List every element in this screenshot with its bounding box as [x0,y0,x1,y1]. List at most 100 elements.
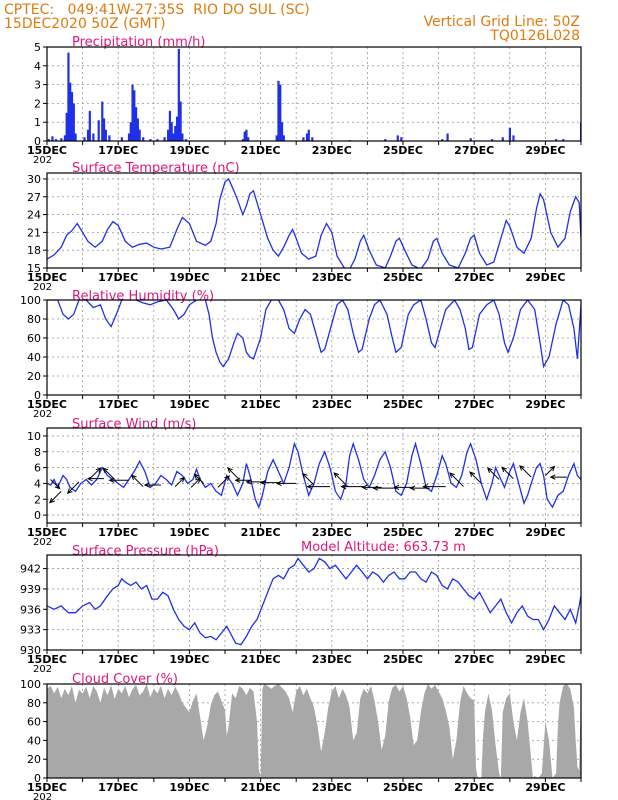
grid [47,173,581,268]
precip-bar [127,133,131,141]
wind-arrowhead [95,467,102,473]
precip-bar [54,139,58,141]
precip-bar [307,129,310,141]
model-altitude: Model Altitude: 663.73 m [301,540,466,555]
wind-vector [49,490,62,503]
precip-bar [149,139,152,141]
x-tick-label: 25DEC [383,781,423,794]
y-tick-label: 100 [20,678,41,691]
wind-arrowhead [193,473,200,480]
x-tick-label: 23DEC [312,271,352,284]
wind-arrowhead [227,467,233,474]
x-tick-label: 19DEC [169,271,209,284]
x-tick-label: 19DEC [169,781,209,794]
precip-bar [277,80,280,141]
x-tick-label: 21DEC [241,144,281,157]
x-tick-label: 17DEC [98,144,138,157]
y-tick-label: 0 [34,772,41,785]
wind-arrowhead [86,476,93,482]
x-tick-label: 27DEC [454,653,494,666]
precip-bar [170,122,173,141]
year-label: 202 [33,664,52,675]
wind-arrowhead [306,483,313,490]
precip-bar [104,129,107,141]
x-tick-label: 29DEC [525,144,565,157]
series [47,441,581,510]
y-tick-label: 942 [20,563,41,576]
cloud-area [47,684,581,778]
wind-vector [501,467,514,480]
wind-arrowhead [409,485,416,491]
panel-frame [46,683,582,779]
wind-vector [194,474,204,484]
header-model-id: TQ0126L028 [489,28,580,44]
header-vertical-grid: Vertical Grid Line: 50Z [424,14,580,30]
wind-vector [91,467,101,478]
precip-bar [135,107,138,141]
year-label: 202 [33,409,52,420]
y-tick-label: 4 [34,477,41,490]
series [47,300,581,369]
panel-4: Surface Pressure (hPa) 930 933 936 939 942 15D… [20,544,582,675]
y-tick-label: 0 [34,135,41,148]
precip-bar [441,139,444,141]
precip-bar [243,131,246,141]
y-tick-label: 933 [20,624,41,637]
precip-bar [129,122,132,141]
precip-bar [247,137,250,141]
wind-arrowhead [275,480,282,487]
precip-bar [384,139,387,141]
x-tick-label: 23DEC [312,398,352,411]
x-tick-label: 27DEC [454,398,494,411]
y-tick-label: 60 [27,716,41,729]
precip-bar [69,82,72,141]
x-tick-label: 25DEC [383,144,423,157]
precip-bar [305,133,309,141]
wind-arrowhead [234,477,241,483]
x-tick-label: 19DEC [169,653,209,666]
precip-bar [131,84,134,141]
x-tick-label: 21DEC [241,526,281,539]
precip-bar [65,112,68,141]
precip-bar [181,133,184,141]
x-tick-label: 17DEC [98,653,138,666]
wind-arrowhead [143,482,150,488]
precip-bar [70,92,74,141]
y-tick-label: 0 [34,509,41,522]
series-line [47,441,581,510]
y-tick-label: 21 [27,226,41,239]
wind-vector [469,471,482,484]
precip-bar [168,110,172,141]
precip-bar [72,103,75,141]
x-tick-label: 21DEC [241,653,281,666]
precip-bar [83,137,86,141]
panel-title: Precipitation (mm/h) [72,35,205,50]
y-tick-label: 27 [27,191,41,204]
y-tick-label: 80 [27,697,41,710]
wind-arrows [49,464,567,504]
y-tick-label: 1 [34,116,41,129]
x-tick-label: 25DEC [383,653,423,666]
wind-vector [50,479,60,489]
panel-frame [46,554,582,651]
y-tick-label: 18 [27,244,41,257]
precip-bar [51,136,54,141]
year-label: 202 [33,282,52,293]
y-tick-label: 2 [34,97,41,110]
x-tick-label: 23DEC [312,144,352,157]
wind-vector [190,477,201,488]
precip-bar [120,137,123,141]
x-tick-label: 17DEC [98,398,138,411]
x-tick-label: 21DEC [241,398,281,411]
panel-title: Surface Temperature (nC) [72,161,240,176]
wind-arrowhead [259,479,266,486]
precip-bar [555,139,558,141]
x-tick-label: 23DEC [312,526,352,539]
wind-vector [519,465,532,478]
y-tick-label: 5 [34,41,41,54]
wind-arrowhead [393,484,400,491]
grid [47,47,581,141]
precip-bar [501,137,504,141]
precip-bar [508,127,511,141]
